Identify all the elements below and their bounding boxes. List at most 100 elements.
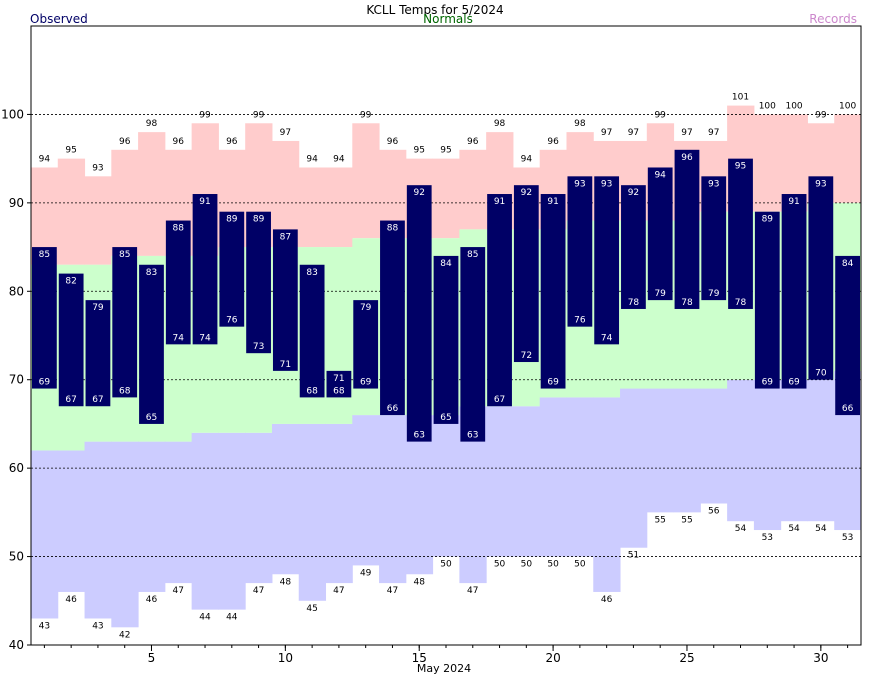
record-high-label: 94 — [39, 154, 51, 164]
record-high-label: 101 — [732, 93, 749, 103]
record-low-band — [780, 379, 808, 522]
y-tick-label: 60 — [9, 461, 24, 475]
record-low-band — [432, 415, 460, 557]
observed-low-label: 78 — [735, 298, 747, 308]
observed-bar — [165, 220, 191, 345]
record-low-band — [84, 441, 112, 619]
legend-records: Records — [809, 12, 857, 26]
observed-high-label: 84 — [842, 259, 854, 269]
observed-high-label: 93 — [815, 179, 826, 189]
record-low-label: 46 — [601, 595, 613, 605]
record-low-label: 49 — [360, 568, 372, 578]
observed-high-label: 83 — [306, 268, 317, 278]
record-low-band — [566, 397, 594, 557]
record-low-band — [218, 432, 246, 610]
record-low-band — [753, 379, 782, 531]
observed-low-label: 69 — [360, 378, 372, 388]
observed-low-label: 74 — [199, 333, 211, 343]
legend-observed: Observed — [30, 12, 88, 26]
observed-high-label: 89 — [226, 215, 238, 225]
record-high-band — [298, 167, 327, 248]
observed-high-label: 91 — [788, 197, 799, 207]
record-low-label: 54 — [815, 524, 827, 534]
observed-high-label: 93 — [601, 179, 612, 189]
record-low-band — [138, 441, 166, 592]
observed-bar — [487, 194, 512, 407]
observed-low-label: 73 — [253, 342, 264, 352]
record-high-label: 96 — [547, 137, 559, 147]
observed-low-label: 76 — [574, 316, 586, 326]
record-high-label: 96 — [173, 137, 185, 147]
record-high-label: 99 — [199, 110, 211, 120]
record-high-label: 99 — [815, 110, 827, 120]
observed-bar — [112, 247, 138, 398]
observed-low-label: 69 — [547, 378, 559, 388]
observed-high-label: 85 — [467, 250, 478, 260]
record-low-label: 50 — [574, 560, 586, 570]
y-tick-label: 80 — [9, 284, 24, 298]
observed-bar — [728, 158, 753, 309]
record-high-band — [138, 132, 166, 256]
x-tick-label: 25 — [679, 651, 694, 665]
record-high-label: 96 — [119, 137, 131, 147]
record-high-label: 99 — [360, 110, 372, 120]
observed-high-label: 96 — [681, 153, 693, 163]
record-high-label: 96 — [226, 137, 238, 147]
record-low-band — [352, 415, 380, 566]
y-tick-label: 40 — [9, 638, 24, 652]
observed-bar — [781, 194, 807, 389]
observed-low-label: 66 — [387, 404, 399, 414]
x-tick-label: 30 — [813, 651, 828, 665]
observed-high-label: 93 — [574, 179, 585, 189]
record-high-label: 97 — [601, 128, 612, 138]
record-high-band — [432, 158, 460, 239]
observed-high-label: 79 — [360, 303, 372, 313]
observed-low-label: 63 — [413, 431, 424, 441]
record-high-label: 100 — [759, 101, 776, 111]
record-high-band — [753, 114, 782, 212]
record-high-band — [459, 149, 487, 230]
observed-low-label: 69 — [788, 378, 800, 388]
record-low-label: 56 — [708, 507, 720, 517]
record-low-label: 55 — [654, 515, 665, 525]
observed-bar — [594, 176, 620, 345]
record-low-band — [325, 423, 353, 584]
record-low-label: 47 — [253, 586, 264, 596]
observed-low-label: 74 — [601, 333, 613, 343]
observed-bar — [299, 264, 325, 398]
y-tick-label: 90 — [9, 196, 24, 210]
record-low-band — [191, 432, 219, 610]
y-tick-label: 100 — [1, 107, 24, 121]
observed-bar — [513, 185, 539, 363]
observed-bar — [32, 247, 57, 389]
observed-high-label: 88 — [173, 224, 185, 234]
observed-bar — [353, 300, 379, 389]
observed-bar — [433, 255, 459, 424]
observed-bar — [701, 176, 727, 301]
record-low-band — [539, 397, 567, 557]
x-tick-label: 5 — [148, 651, 156, 665]
record-low-label: 47 — [333, 586, 344, 596]
record-low-label: 45 — [306, 604, 317, 614]
observed-bar — [246, 211, 271, 354]
observed-high-label: 92 — [521, 188, 532, 198]
legend-normals: Normals — [423, 12, 473, 26]
observed-high-label: 93 — [708, 179, 719, 189]
record-low-label: 53 — [762, 533, 773, 543]
record-high-label: 94 — [306, 154, 318, 164]
observed-low-label: 79 — [654, 289, 666, 299]
record-low-band — [486, 406, 514, 557]
observed-bar — [460, 247, 486, 442]
record-high-label: 97 — [708, 128, 719, 138]
observed-low-label: 70 — [815, 369, 827, 379]
observed-low-label: 68 — [119, 386, 131, 396]
observed-high-label: 83 — [146, 268, 157, 278]
record-high-label: 98 — [494, 119, 506, 129]
observed-low-label: 72 — [521, 351, 532, 361]
record-low-label: 44 — [226, 613, 238, 623]
x-tick-label: 20 — [545, 651, 560, 665]
observed-bar — [540, 194, 566, 389]
observed-high-label: 92 — [628, 188, 639, 198]
record-low-label: 47 — [387, 586, 398, 596]
observed-bar — [85, 300, 111, 407]
